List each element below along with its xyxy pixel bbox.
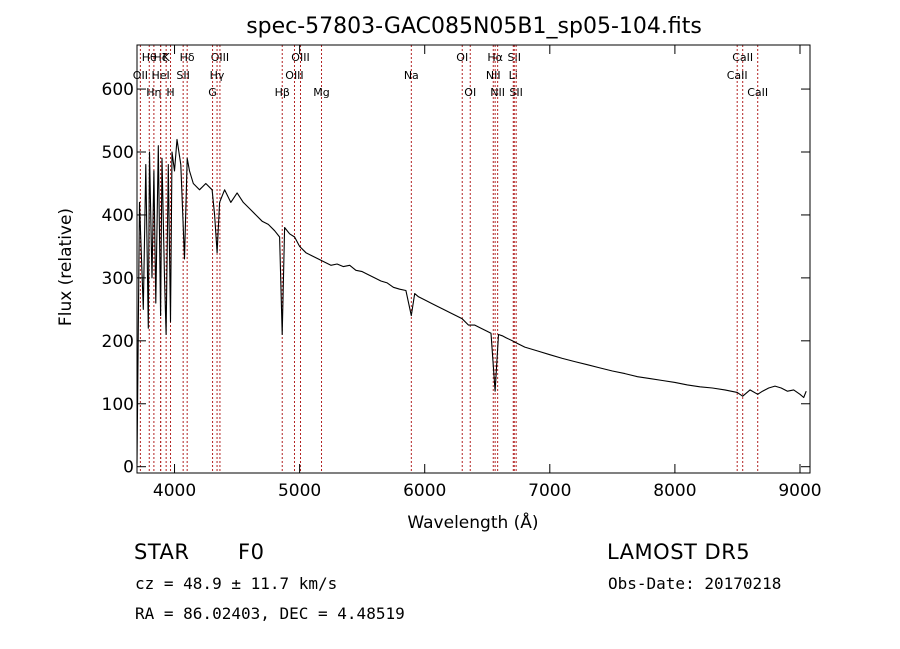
line-marker-label-11: G bbox=[208, 86, 217, 99]
x-tick-label-5: 9000 bbox=[778, 481, 821, 501]
line-marker-label-27: CaII bbox=[747, 86, 768, 99]
line-marker-label-6: H bbox=[166, 86, 174, 99]
observation-date: Obs-Date: 20170218 bbox=[608, 574, 782, 593]
chart-title: spec-57803-GAC085N05B1_sp05-104.fits bbox=[246, 14, 702, 39]
line-marker-label-20: NII bbox=[486, 69, 501, 82]
x-tick-label-1: 5000 bbox=[278, 481, 321, 501]
line-marker-label-2: Hη bbox=[146, 86, 161, 99]
line-marker-label-10: Hγ bbox=[210, 69, 225, 82]
y-tick-label-6: 600 bbox=[102, 80, 134, 100]
line-marker-label-19: Hα bbox=[487, 51, 503, 64]
x-tick-label-2: 6000 bbox=[403, 481, 446, 501]
line-marker-label-25: CaII bbox=[732, 51, 753, 64]
x-tick-label-3: 7000 bbox=[528, 481, 571, 501]
line-marker-label-0: OII bbox=[133, 69, 148, 82]
line-marker-label-4: HeI bbox=[151, 69, 169, 82]
ra-dec: RA = 86.02403, DEC = 4.48519 bbox=[135, 604, 405, 623]
redshift-cz: cz = 48.9 ± 11.7 km/s bbox=[135, 574, 338, 593]
line-marker-label-13: OIII bbox=[291, 51, 309, 64]
object-subclass: F0 bbox=[238, 540, 265, 564]
axis-ticks: 4000 5000 6000 7000 8000 9000 0 100 200 300 400 500… bbox=[102, 45, 822, 501]
line-marker-label-8: SII bbox=[176, 69, 189, 82]
x-axis-label: Wavelength (Å) bbox=[407, 511, 538, 533]
line-marker-label-14: OIII bbox=[285, 69, 303, 82]
line-marker-label-15: Mg bbox=[313, 86, 329, 99]
line-marker-label-22: SII bbox=[508, 51, 521, 64]
line-marker-label-23: Li bbox=[509, 69, 518, 82]
line-marker-label-9: OIII bbox=[211, 51, 229, 64]
line-marker-label-5: K bbox=[163, 51, 171, 64]
y-tick-label-5: 500 bbox=[102, 143, 134, 163]
line-marker-label-12: Hβ bbox=[275, 86, 290, 99]
x-tick-label-0: 4000 bbox=[153, 481, 196, 501]
y-tick-label-4: 400 bbox=[102, 206, 134, 226]
line-marker-label-7: Hδ bbox=[180, 51, 195, 64]
line-marker-label-18: OI bbox=[464, 86, 476, 99]
y-tick-label-3: 300 bbox=[102, 269, 134, 289]
plot-frame bbox=[136, 44, 811, 474]
y-tick-label-1: 100 bbox=[102, 395, 134, 415]
line-marker-label-21: NII bbox=[490, 86, 505, 99]
survey-name: LAMOST DR5 bbox=[607, 540, 751, 564]
spectrum-line-0 bbox=[136, 138, 807, 464]
line-marker-label-26: CaII bbox=[727, 69, 748, 82]
spectrum-series bbox=[136, 138, 807, 464]
line-marker-label-24: SII bbox=[509, 86, 522, 99]
x-tick-label-4: 8000 bbox=[653, 481, 696, 501]
line-marker-label-1: Hθ bbox=[142, 51, 157, 64]
y-tick-label-2: 200 bbox=[102, 332, 134, 352]
y-axis-label: Flux (relative) bbox=[56, 208, 76, 326]
line-marker-label-16: Na bbox=[404, 69, 419, 82]
line-marker-label-17: OI bbox=[456, 51, 468, 64]
object-class: STAR bbox=[134, 540, 190, 564]
y-tick-label-0: 0 bbox=[123, 458, 134, 478]
